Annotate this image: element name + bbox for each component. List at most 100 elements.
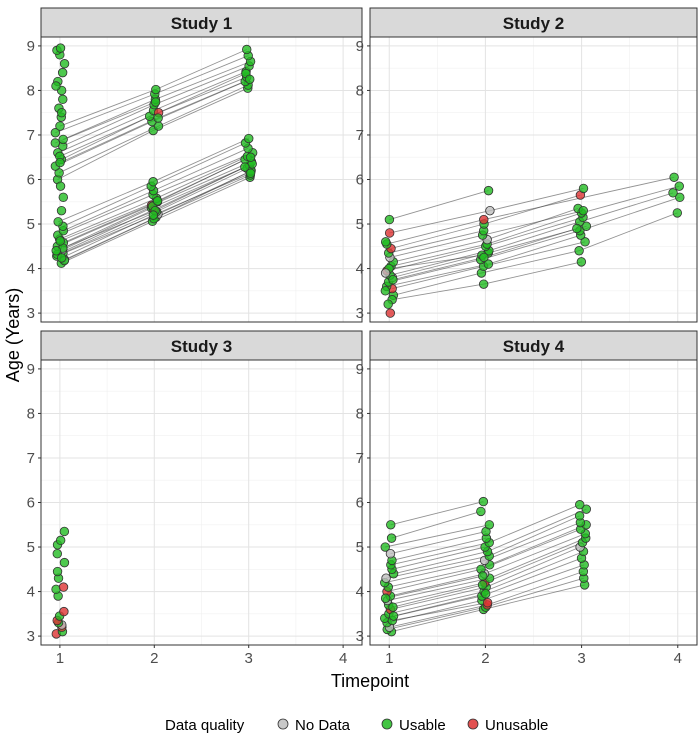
trajectory-line xyxy=(391,510,481,539)
data-point-usable xyxy=(483,259,494,269)
data-point-usable xyxy=(50,138,60,148)
data-point-no-data xyxy=(485,205,495,216)
data-point-usable xyxy=(668,188,678,198)
panel-title: Study 2 xyxy=(503,14,564,33)
data-point-usable xyxy=(581,504,592,514)
data-point-unusable xyxy=(482,597,493,608)
legend-key-unusable xyxy=(467,718,479,730)
data-point-usable xyxy=(380,286,391,296)
x-tick-label: 3 xyxy=(577,650,585,667)
data-point-usable xyxy=(57,108,67,118)
legend-entries: No Data Usable Unusable xyxy=(277,717,548,734)
data-point-unusable xyxy=(58,582,69,592)
x-tick-label: 2 xyxy=(481,650,489,667)
data-point-usable xyxy=(380,237,391,247)
x-tick-label: 4 xyxy=(674,650,682,667)
y-tick-label: 9 xyxy=(356,361,364,378)
data-point-usable xyxy=(55,121,65,131)
trajectory-line xyxy=(388,230,484,254)
data-point-no-data xyxy=(385,549,396,559)
data-point-usable xyxy=(59,557,70,568)
y-tick-label: 5 xyxy=(356,216,364,233)
panel-border xyxy=(40,359,363,646)
data-point-usable xyxy=(245,152,256,162)
y-tick-label: 4 xyxy=(356,584,364,601)
data-point-usable xyxy=(57,67,68,78)
data-point-usable xyxy=(51,246,61,256)
data-point-usable xyxy=(148,177,158,187)
panel-4: Study 4 3 4 5 6 7 8 9 1 2 3 4 xyxy=(356,330,698,667)
panel-2: Study 2 3 4 5 6 7 8 9 xyxy=(356,7,698,323)
data-point-usable xyxy=(478,279,489,289)
y-tick-label: 3 xyxy=(356,628,364,645)
panel-strip xyxy=(369,330,698,361)
data-point-usable xyxy=(479,252,489,263)
data-point-usable xyxy=(578,205,588,216)
legend-key-no-data xyxy=(277,718,289,730)
y-tick-label: 7 xyxy=(356,127,364,144)
data-point-usable xyxy=(59,526,70,537)
data-point-usable xyxy=(581,221,592,231)
data-point-usable xyxy=(244,133,254,144)
data-point-usable xyxy=(242,44,252,55)
x-axis-title: Timepoint xyxy=(331,671,409,691)
data-point-usable xyxy=(477,580,488,590)
data-point-usable xyxy=(380,593,391,603)
data-point-usable xyxy=(245,74,255,85)
y-tick-label: 5 xyxy=(27,216,35,233)
x-tick-label: 1 xyxy=(385,650,393,667)
y-tick-label: 8 xyxy=(356,405,364,422)
data-point-usable xyxy=(55,157,65,168)
x-tick-label: 4 xyxy=(339,650,347,667)
legend-title: Data quality xyxy=(165,717,245,734)
data-point-usable xyxy=(153,113,163,123)
data-point-usable xyxy=(580,237,590,247)
data-point-usable xyxy=(578,183,589,194)
panel-title: Study 3 xyxy=(171,337,232,356)
y-tick-label: 6 xyxy=(356,495,364,512)
data-point-usable xyxy=(388,274,398,285)
data-point-usable xyxy=(59,59,70,69)
trajectory-line xyxy=(392,584,483,608)
y-tick-label: 7 xyxy=(27,127,35,144)
data-point-usable xyxy=(53,217,63,227)
y-tick-label: 6 xyxy=(27,495,35,512)
y-tick-label: 5 xyxy=(356,539,364,556)
y-tick-label: 9 xyxy=(27,361,35,378)
data-point-usable xyxy=(56,205,67,216)
data-point-usable xyxy=(245,168,256,178)
legend-label: Usable xyxy=(399,717,446,734)
trajectory-line xyxy=(390,501,484,526)
data-point-usable xyxy=(576,257,587,267)
y-tick-label: 4 xyxy=(27,261,35,278)
y-tick-label: 3 xyxy=(27,305,35,322)
legend: Data quality No Data Usable Unusable xyxy=(165,717,548,734)
y-tick-label: 4 xyxy=(27,584,35,601)
data-point-usable xyxy=(58,94,68,105)
trajectory-line xyxy=(393,212,678,296)
trajectory-line xyxy=(55,101,156,144)
data-point-usable xyxy=(50,128,61,138)
trajectory-line xyxy=(391,546,486,570)
data-point-unusable xyxy=(384,228,395,238)
data-point-no-data xyxy=(381,573,391,583)
panel-strip xyxy=(369,7,698,38)
data-point-usable xyxy=(478,571,488,581)
y-tick-label: 8 xyxy=(27,405,35,422)
trajectory-line xyxy=(385,524,490,548)
x-tick-label: 3 xyxy=(245,650,253,667)
y-tick-label: 9 xyxy=(356,38,364,55)
data-point-usable xyxy=(51,81,61,91)
y-tick-label: 4 xyxy=(356,261,364,278)
data-point-usable xyxy=(55,236,65,246)
y-tick-label: 8 xyxy=(27,82,35,99)
x-tick-label: 1 xyxy=(56,650,64,667)
trajectory-line xyxy=(385,575,483,599)
y-tick-label: 3 xyxy=(356,305,364,322)
data-point-usable xyxy=(574,511,585,521)
panel-1: Study 1 3 4 5 6 7 8 9 xyxy=(27,7,363,323)
data-point-unusable xyxy=(385,308,395,318)
data-point-usable xyxy=(240,162,250,172)
trajectory-line xyxy=(391,537,487,561)
